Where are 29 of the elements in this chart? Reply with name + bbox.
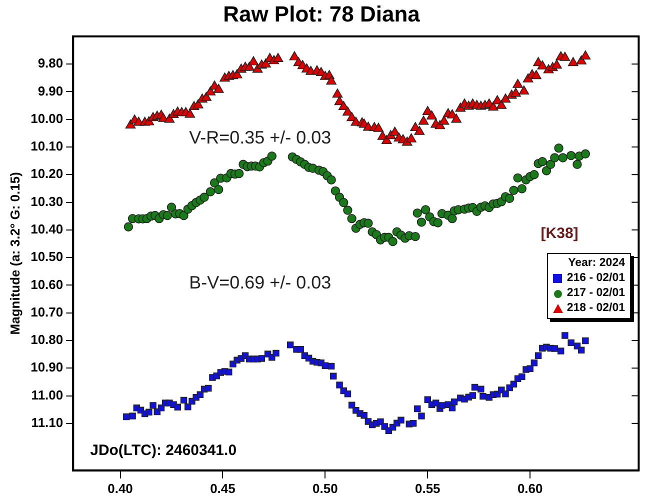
y-tick-label: 10.00 — [30, 110, 64, 126]
y-tick-label: 10.40 — [30, 221, 64, 236]
legend-label: 217 - 02/01 — [566, 286, 625, 301]
x-tick-label: 0.60 — [517, 480, 543, 496]
x-tick-label: 0.40 — [108, 480, 133, 496]
y-tick-label: 10.90 — [30, 360, 64, 375]
y-tick-label: 10.10 — [30, 138, 64, 154]
x-tick-label: 0.50 — [312, 480, 338, 496]
y-tick-label: 10.70 — [30, 304, 64, 320]
y-tick-label: 10.20 — [30, 166, 64, 182]
x-tick-label: 0.55 — [414, 480, 440, 496]
legend-label: 218 - 02/01 — [566, 301, 625, 316]
annotation: V-R=0.35 +/- 0.03 — [189, 127, 332, 148]
legend-title: Year: 2024 — [567, 256, 625, 271]
annotation: [K38] — [540, 225, 578, 242]
y-tick-label: 10.60 — [30, 276, 64, 292]
y-axis-title: Magnitude (a: 3.2° G: 0.15) — [7, 172, 22, 335]
y-tick-label: 9.90 — [38, 83, 64, 98]
annotation: JDo(LTC): 2460341.0 — [90, 442, 237, 460]
annotation: B-V=0.69 +/- 0.03 — [189, 272, 332, 293]
y-tick-label: 10.50 — [30, 249, 64, 264]
y-tick-label: 10.80 — [30, 332, 64, 348]
x-tick-label: 0.45 — [210, 480, 236, 496]
legend-label: 216 - 02/01 — [566, 271, 625, 286]
y-tick-label: 9.80 — [38, 56, 64, 71]
y-tick-label: 10.30 — [30, 194, 64, 209]
y-tick-label: 11.00 — [31, 387, 64, 402]
chart-title: Raw Plot: 78 Diana — [223, 1, 421, 26]
y-tick-label: 11.10 — [31, 414, 64, 430]
